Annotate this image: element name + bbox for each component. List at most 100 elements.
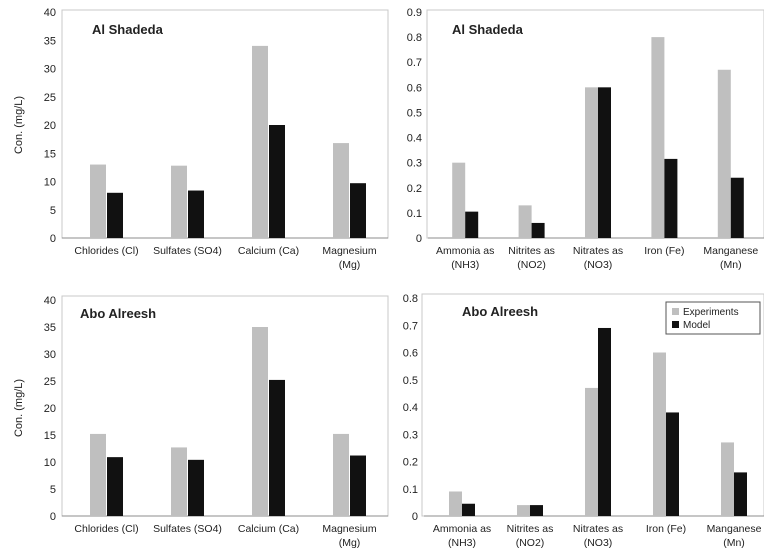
x-tick-label: Sulfates (SO4): [153, 245, 222, 257]
x-tick-label: (Mg): [339, 537, 361, 549]
bar-experiments-manganese: [717, 69, 731, 238]
bar-experiments-nitrates-as: [585, 87, 598, 238]
y-tick-label: 25: [44, 92, 56, 104]
y-tick-label: 35: [44, 322, 56, 334]
y-tick-label: 0.8: [403, 293, 418, 305]
y-tick-label: 40: [44, 295, 56, 307]
x-tick-label: Nitrates as: [573, 523, 623, 535]
bar-experiments-chlorides-cl: [90, 433, 106, 516]
bar-experiments-ammonia-as: [449, 491, 462, 516]
y-tick-label: 30: [44, 64, 56, 76]
bar-experiments-calcium-ca: [252, 45, 268, 239]
bar-experiments-sulfates-so4: [171, 447, 187, 516]
y-tick-label: 0: [412, 511, 418, 523]
chart-tl: 0 5 10 15 20 25 30 35 40 Con. (mg/L) Al Shadeda Chl…: [13, 7, 389, 271]
y-tick-label: 0.8: [407, 32, 422, 44]
bar-model-magnesium: [350, 183, 366, 238]
x-tick-label: Nitrites as: [508, 245, 555, 257]
x-tick-label: Nitrites as: [507, 523, 554, 535]
bar-model-manganese: [734, 472, 747, 516]
bar-model-nitrites-as: [530, 505, 543, 516]
bar-model-iron-fe: [664, 158, 678, 238]
x-tick-label: Calcium (Ca): [238, 245, 299, 257]
x-tick-label: Ammonia as: [433, 523, 491, 535]
bar-model-nitrates-as: [598, 87, 611, 238]
chart-bl: 0 5 10 15 20 25 30 35 40 Con. (mg/L) Abo Alreesh Ch…: [13, 295, 389, 549]
x-tick-label: (NO3): [584, 537, 613, 549]
x-tick-label: Iron (Fe): [646, 523, 686, 535]
bar-model-magnesium: [350, 455, 366, 516]
x-tick-label: Calcium (Ca): [238, 523, 299, 535]
bar-experiments-calcium-ca: [252, 327, 268, 516]
chart-title: Al Shadeda: [92, 22, 164, 37]
x-tick-label: (NH3): [451, 259, 479, 271]
x-tick-label: Magnesium: [322, 245, 377, 257]
y-tick-label: 0.1: [407, 208, 422, 220]
y-tick-label: 0.1: [403, 484, 418, 496]
y-tick-label: 0.3: [407, 158, 422, 170]
x-tick-label: (Mn): [723, 537, 745, 549]
x-tick-label: Chlorides (Cl): [74, 245, 138, 257]
x-tick-label: Sulfates (SO4): [153, 523, 222, 535]
y-tick-label: 0.7: [403, 320, 418, 332]
y-tick-label: 0.4: [403, 402, 418, 414]
bar-experiments-iron-fe: [651, 37, 665, 238]
chart-title: Abo Alreesh: [80, 306, 156, 321]
bar-model-sulfates-so4: [188, 459, 204, 516]
legend-swatch-experiments: [672, 308, 679, 315]
bar-experiments-iron-fe: [653, 352, 666, 516]
chart-title: Abo Alreesh: [462, 304, 538, 319]
x-tick-label: (Mg): [339, 259, 361, 271]
y-axis-label: Con. (mg/L): [13, 379, 25, 437]
y-tick-label: 10: [44, 177, 56, 189]
bar-experiments-magnesium: [333, 433, 349, 516]
x-tick-label: Nitrates as: [573, 245, 623, 257]
bar-model-manganese: [730, 177, 744, 238]
x-tick-label: Chlorides (Cl): [74, 523, 138, 535]
bar-model-chlorides-cl: [107, 457, 123, 516]
y-tick-label: 25: [44, 376, 56, 388]
bar-model-nitrates-as: [598, 327, 611, 516]
x-tick-label: (NO2): [516, 537, 545, 549]
y-tick-label: 0.6: [403, 348, 418, 360]
x-tick-label: Ammonia as: [436, 245, 494, 257]
bar-experiments-nitrates-as: [585, 387, 598, 516]
y-tick-label: 5: [50, 205, 56, 217]
y-tick-label: 0.2: [403, 457, 418, 469]
y-tick-label: 0.2: [407, 183, 422, 195]
chart-tr: 0 0.1 0.2 0.3 0.4 0.5 0.6 0.7 0.8 0.9 Al Shadeda Am…: [407, 7, 764, 271]
y-tick-label: 0.7: [407, 57, 422, 69]
y-tick-label: 0: [50, 511, 56, 523]
bar-experiments-sulfates-so4: [171, 165, 187, 238]
x-tick-label: Iron (Fe): [644, 245, 684, 257]
y-tick-label: 0.9: [407, 7, 422, 19]
chart-title: Al Shadeda: [452, 22, 524, 37]
legend-label-model: Model: [683, 320, 710, 331]
y-tick-label: 0.4: [407, 133, 422, 145]
x-tick-label: (NO3): [584, 259, 613, 271]
bar-experiments-magnesium: [333, 143, 349, 238]
y-tick-label: 0: [50, 233, 56, 245]
y-axis-label: Con. (mg/L): [13, 96, 25, 154]
bar-model-iron-fe: [666, 412, 679, 516]
y-tick-label: 0.6: [407, 82, 422, 94]
chart-br: 0 0.1 0.2 0.3 0.4 0.5 0.6 0.7 0.8 Abo Alreesh Ammo…: [403, 293, 764, 549]
y-tick-label: 0.3: [403, 429, 418, 441]
bar-model-chlorides-cl: [107, 192, 123, 238]
legend-label-experiments: Experiments: [683, 307, 739, 318]
bar-experiments-nitrites-as: [517, 505, 530, 516]
legend-swatch-model: [672, 321, 679, 328]
y-tick-label: 10: [44, 457, 56, 469]
bar-model-sulfates-so4: [188, 190, 204, 238]
bar-experiments-nitrites-as: [518, 205, 532, 238]
y-tick-label: 15: [44, 148, 56, 160]
bar-experiments-manganese: [721, 442, 734, 516]
y-tick-label: 5: [50, 484, 56, 496]
bar-model-nitrites-as: [531, 222, 545, 238]
y-tick-label: 30: [44, 349, 56, 361]
y-tick-label: 40: [44, 7, 56, 19]
x-tick-label: Magnesium: [322, 523, 377, 535]
bar-model-ammonia-as: [465, 211, 479, 238]
bar-model-calcium-ca: [269, 379, 285, 516]
